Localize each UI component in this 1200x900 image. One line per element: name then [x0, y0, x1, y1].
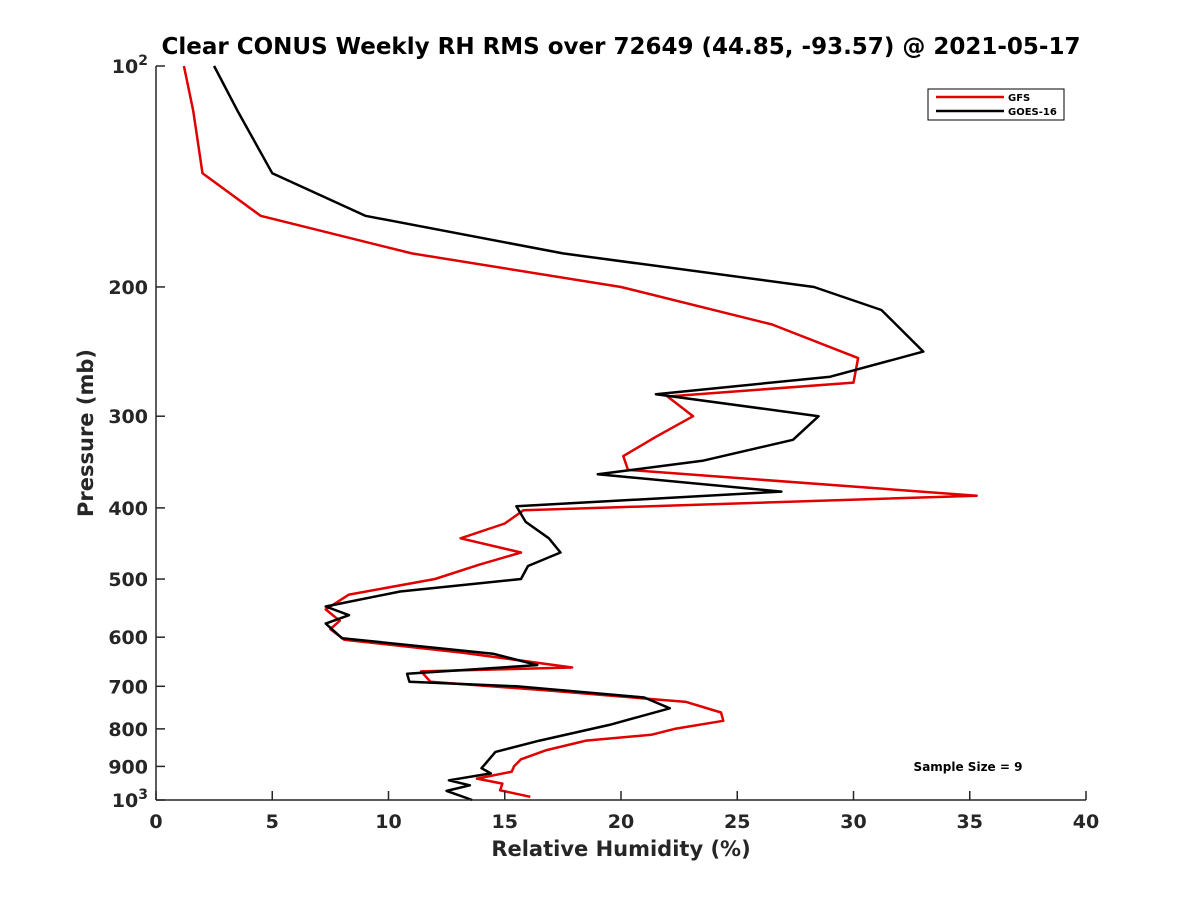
- series-line-gfs: [182, 65, 978, 799]
- x-tick-label: 10: [375, 811, 401, 833]
- x-tick-label: 0: [149, 811, 162, 833]
- y-tick-label: 700: [108, 676, 148, 698]
- legend-label-gfs: GFS: [1008, 93, 1030, 104]
- legend-label-goes-16: GOES-16: [1008, 107, 1057, 118]
- x-tick-label: 20: [608, 811, 634, 833]
- x-axis-label: Relative Humidity (%): [491, 837, 750, 861]
- y-tick-label: 800: [108, 719, 148, 741]
- y-axis-label: Pressure (mb): [74, 349, 98, 517]
- chart-title: Clear CONUS Weekly RH RMS over 72649 (44…: [162, 34, 1081, 60]
- y-tick-label: 200: [108, 277, 148, 299]
- x-tick-label: 35: [957, 811, 983, 833]
- x-tick-label: 25: [724, 811, 750, 833]
- y-tick-label: 500: [108, 569, 148, 591]
- plot-area: [182, 65, 978, 802]
- y-tick-label: 400: [108, 498, 148, 520]
- legend-box: [927, 88, 1065, 121]
- sample-size-annotation: Sample Size = 9: [914, 760, 1023, 774]
- x-tick-label: 40: [1073, 811, 1099, 833]
- y-tick-label: 300: [108, 406, 148, 428]
- y-tick-label: 600: [108, 627, 148, 649]
- x-ticks: 0 5 10 15 20 25 30 35 40: [149, 791, 1099, 833]
- x-tick-label: 5: [266, 811, 279, 833]
- x-tick-label: 30: [840, 811, 866, 833]
- x-tick-label: 15: [492, 811, 518, 833]
- series-line-goes-16: [212, 65, 925, 802]
- y-tick-label: 900: [108, 756, 148, 778]
- legend: GFS GOES-16: [927, 88, 1065, 121]
